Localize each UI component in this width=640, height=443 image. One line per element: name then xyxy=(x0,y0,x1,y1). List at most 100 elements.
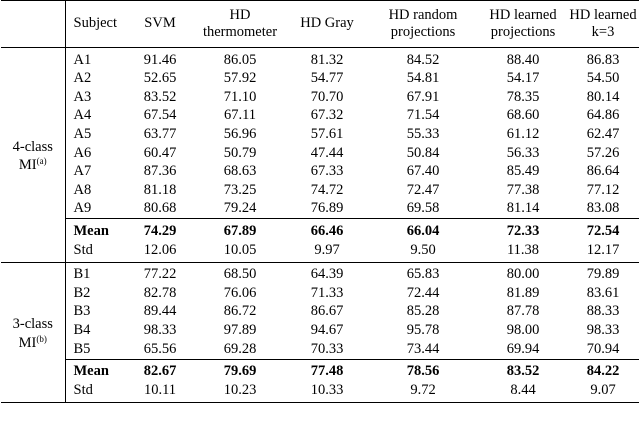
group-label: 3-class MI(b) xyxy=(1,262,66,403)
table-row: B2 82.78 76.06 71.33 72.44 81.89 83.61 xyxy=(1,284,639,303)
value-cell: 87.36 xyxy=(143,163,177,180)
value-cell: 72.47 xyxy=(406,181,440,198)
value-cell: 63.77 xyxy=(143,125,177,142)
table-row: B3 89.44 86.72 86.67 85.28 87.78 88.33 xyxy=(1,303,639,322)
value-cell: 57.61 xyxy=(310,125,344,142)
group-label-line1: 4-class xyxy=(12,139,53,156)
table-row: A9 80.68 79.24 76.89 69.58 81.14 83.08 xyxy=(1,200,639,219)
value-cell: 73.44 xyxy=(406,340,440,357)
mean-row: Mean 74.29 67.89 66.46 66.04 72.33 72.54 xyxy=(1,218,639,241)
value-cell: 54.77 xyxy=(310,70,344,87)
subject-cell: B4 xyxy=(73,321,91,338)
value-cell: 86.64 xyxy=(586,163,620,180)
value-cell: 73.25 xyxy=(223,181,257,198)
value-cell: 67.40 xyxy=(406,163,440,180)
value-cell: 71.33 xyxy=(310,284,344,301)
value-cell: 9.97 xyxy=(287,240,367,263)
subject-cell: Mean xyxy=(65,218,127,241)
header-hd-learned-k3: HD learned k=3 xyxy=(567,0,639,48)
value-cell: 65.56 xyxy=(143,340,177,357)
value-cell: 79.24 xyxy=(223,200,257,217)
group-label-line1: 3-class xyxy=(12,316,53,333)
value-cell: 57.92 xyxy=(223,70,257,87)
value-cell: 80.00 xyxy=(506,266,540,283)
value-cell: 86.72 xyxy=(223,303,257,320)
value-cell: 74.29 xyxy=(127,218,193,241)
value-cell: 64.86 xyxy=(586,107,620,124)
subject-cell: A3 xyxy=(73,88,92,105)
value-cell: 61.12 xyxy=(506,125,540,142)
value-cell: 84.22 xyxy=(567,358,639,382)
value-cell: 89.44 xyxy=(143,303,177,320)
header-hd-random: HD random projections xyxy=(367,0,479,48)
value-cell: 12.06 xyxy=(127,240,193,263)
value-cell: 66.04 xyxy=(367,218,479,241)
value-cell: 10.11 xyxy=(127,381,193,403)
subject-cell: A4 xyxy=(73,107,92,124)
value-cell: 9.50 xyxy=(367,240,479,263)
value-cell: 67.89 xyxy=(193,218,287,241)
value-cell: 64.39 xyxy=(310,266,344,283)
value-cell: 60.47 xyxy=(143,144,177,161)
value-cell: 98.33 xyxy=(143,321,177,338)
value-cell: 68.50 xyxy=(223,266,257,283)
value-cell: 77.48 xyxy=(287,358,367,382)
table-row: A8 81.18 73.25 74.72 72.47 77.38 77.12 xyxy=(1,181,639,200)
value-cell: 81.14 xyxy=(506,200,540,217)
value-cell: 47.44 xyxy=(310,144,344,161)
header-hd-gray: HD Gray xyxy=(287,0,367,48)
subject-cell: A2 xyxy=(73,70,92,87)
table-row: A3 83.52 71.10 70.70 67.91 78.35 80.14 xyxy=(1,88,639,107)
value-cell: 95.78 xyxy=(406,321,440,338)
value-cell: 9.72 xyxy=(367,381,479,403)
value-cell: 86.05 xyxy=(223,51,257,68)
subject-cell: A6 xyxy=(73,144,92,161)
std-row: Std 12.06 10.05 9.97 9.50 11.38 12.17 xyxy=(1,240,639,263)
mean-row: Mean 82.67 79.69 77.48 78.56 83.52 84.22 xyxy=(1,358,639,382)
value-cell: 65.83 xyxy=(406,266,440,283)
value-cell: 71.54 xyxy=(406,107,440,124)
value-cell: 10.23 xyxy=(193,381,287,403)
value-cell: 94.67 xyxy=(310,321,344,338)
table-row: B5 65.56 69.28 70.33 73.44 69.94 70.94 xyxy=(1,340,639,359)
value-cell: 70.70 xyxy=(310,88,344,105)
value-cell: 80.14 xyxy=(586,88,620,105)
value-cell: 85.28 xyxy=(406,303,440,320)
value-cell: 88.40 xyxy=(506,51,540,68)
value-cell: 67.11 xyxy=(223,107,257,124)
value-cell: 81.89 xyxy=(506,284,540,301)
value-cell: 86.67 xyxy=(310,303,344,320)
value-cell: 97.89 xyxy=(223,321,257,338)
value-cell: 98.00 xyxy=(506,321,540,338)
subject-cell: A7 xyxy=(73,163,92,180)
group-label-line2: MI xyxy=(18,334,37,351)
value-cell: 57.26 xyxy=(586,144,620,161)
value-cell: 67.54 xyxy=(143,107,177,124)
value-cell: 72.44 xyxy=(406,284,440,301)
value-cell: 76.89 xyxy=(310,200,344,217)
value-cell: 10.05 xyxy=(193,240,287,263)
value-cell: 80.68 xyxy=(143,200,177,217)
value-cell: 88.33 xyxy=(586,303,620,320)
value-cell: 70.94 xyxy=(586,340,620,357)
subject-cell: A8 xyxy=(73,181,92,198)
subject-cell: A1 xyxy=(73,51,92,68)
header-hd-thermometer: HD thermometer xyxy=(193,0,287,48)
value-cell: 10.33 xyxy=(287,381,367,403)
table-row: A4 67.54 67.11 67.32 71.54 68.60 64.86 xyxy=(1,107,639,126)
value-cell: 84.52 xyxy=(406,51,440,68)
value-cell: 50.84 xyxy=(406,144,440,161)
value-cell: 77.22 xyxy=(143,266,177,283)
std-row: Std 10.11 10.23 10.33 9.72 8.44 9.07 xyxy=(1,381,639,403)
value-cell: 50.79 xyxy=(223,144,257,161)
value-cell: 11.38 xyxy=(479,240,567,263)
value-cell: 77.38 xyxy=(506,181,540,198)
value-cell: 83.08 xyxy=(586,200,620,217)
value-cell: 86.83 xyxy=(586,51,620,68)
value-cell: 74.72 xyxy=(310,181,344,198)
value-cell: 66.46 xyxy=(287,218,367,241)
table-row: 3-class MI(b) B1 77.22 68.50 64.39 65.83 80.00 7… xyxy=(1,262,639,403)
subject-cell: A9 xyxy=(73,200,92,217)
header-group-blank xyxy=(1,0,66,48)
table-row: B4 98.33 97.89 94.67 95.78 98.00 98.33 xyxy=(1,321,639,340)
